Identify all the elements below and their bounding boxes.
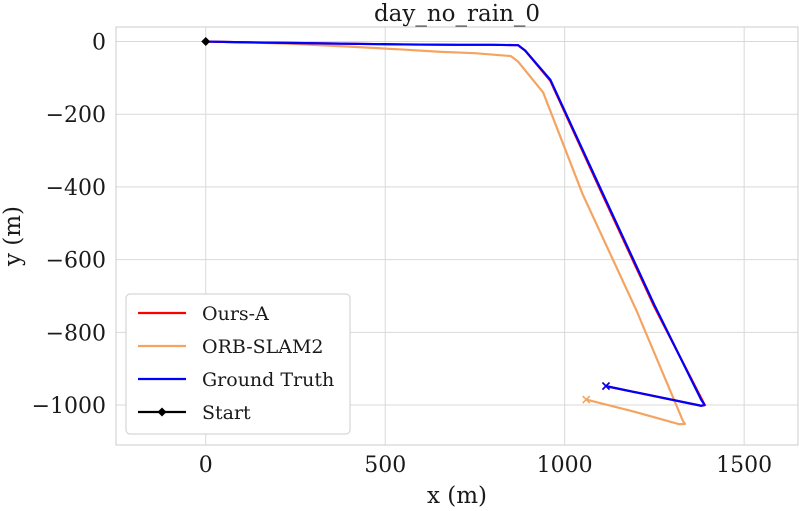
legend-label: Start (202, 402, 251, 424)
legend-box (125, 293, 351, 435)
y-tick-label: 0 (92, 31, 106, 56)
legend-label: ORB-SLAM2 (202, 336, 324, 358)
y-tick-label: −400 (46, 176, 106, 201)
y-axis-title: y (m) (0, 206, 26, 267)
legend-item-start: Start (138, 402, 251, 424)
x-tick-label: 0 (199, 453, 213, 478)
chart-title: day_no_rain_0 (374, 1, 540, 27)
plot-frame (115, 26, 799, 446)
x-tick-label: 1000 (537, 453, 593, 478)
tick-labels: 0 500 1000 1500 0 −200 −400 −600 −800 −1000 (32, 31, 773, 478)
y-tick-label: −800 (46, 321, 106, 346)
x-tick-label: 500 (364, 453, 406, 478)
y-tick-label: −1000 (32, 394, 106, 419)
legend-diamond-icon (157, 407, 167, 417)
x-axis-title: x (m) (427, 483, 487, 509)
legend-item-orb-slam2: ORB-SLAM2 (138, 336, 324, 358)
series-lines (204, 40, 706, 426)
legend-label: Ours-A (202, 303, 269, 325)
y-tick-label: −200 (46, 103, 106, 128)
legend-item-ours-a: Ours-A (138, 303, 269, 325)
series-line-ground-truth (204, 40, 706, 407)
legend-item-ground-truth: Ground Truth (138, 369, 334, 391)
y-tick-label: −600 (46, 249, 106, 274)
end-marker-orb-slam2 (582, 395, 591, 404)
x-tick-label: 1500 (716, 453, 772, 478)
start-marker (201, 37, 211, 47)
end-marker-ground-truth (601, 382, 611, 391)
legend: Ours-A ORB-SLAM2 Ground Truth Start (125, 293, 351, 435)
markers (201, 37, 611, 404)
legend-label: Ground Truth (202, 369, 334, 391)
series-line-orb-slam2 (204, 40, 687, 426)
